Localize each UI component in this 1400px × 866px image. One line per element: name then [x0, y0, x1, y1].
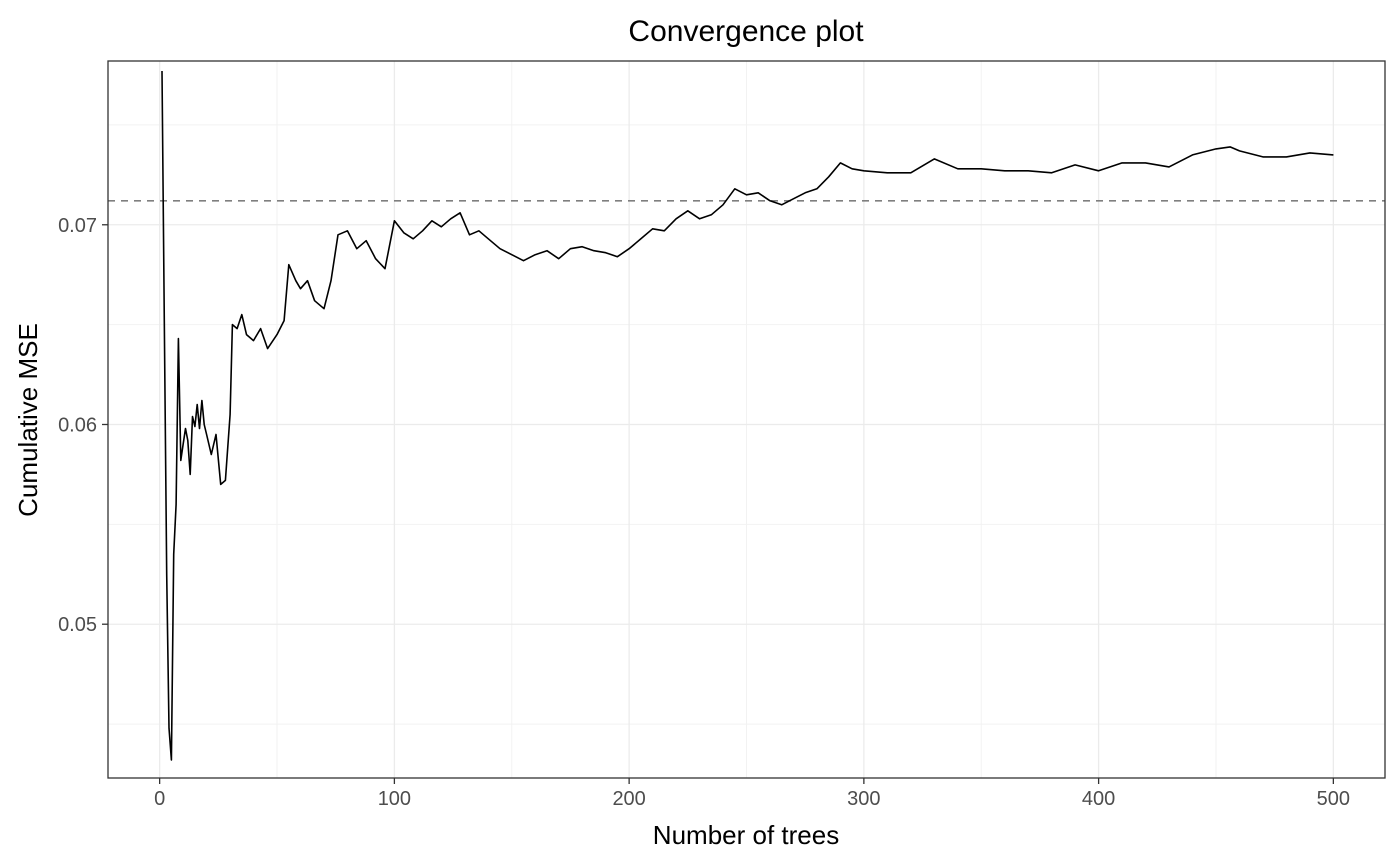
y-axis: 0.05 0.06 0.07 — [58, 215, 108, 636]
y-tick-label: 0.06 — [58, 414, 97, 436]
x-tick-label: 0 — [154, 788, 165, 810]
chart-title: Convergence plot — [628, 15, 864, 48]
series-layer — [161, 70, 1334, 761]
minor-gridlines — [108, 61, 1385, 778]
y-tick-label: 0.07 — [58, 215, 97, 237]
plot-panel-border — [107, 60, 1386, 779]
x-tick-label: 200 — [612, 788, 645, 810]
y-tick-label: 0.05 — [58, 614, 97, 636]
major-gridlines — [108, 61, 1385, 778]
x-axis: 0 100 200 300 400 500 — [154, 778, 1350, 810]
x-tick-label: 100 — [378, 788, 411, 810]
x-tick-label: 400 — [1082, 788, 1115, 810]
series-line — [161, 70, 1334, 761]
x-axis-title: Number of trees — [653, 820, 839, 850]
y-axis-title: Cumulative MSE — [13, 323, 43, 517]
x-tick-label: 500 — [1317, 788, 1350, 810]
x-tick-label: 300 — [847, 788, 880, 810]
